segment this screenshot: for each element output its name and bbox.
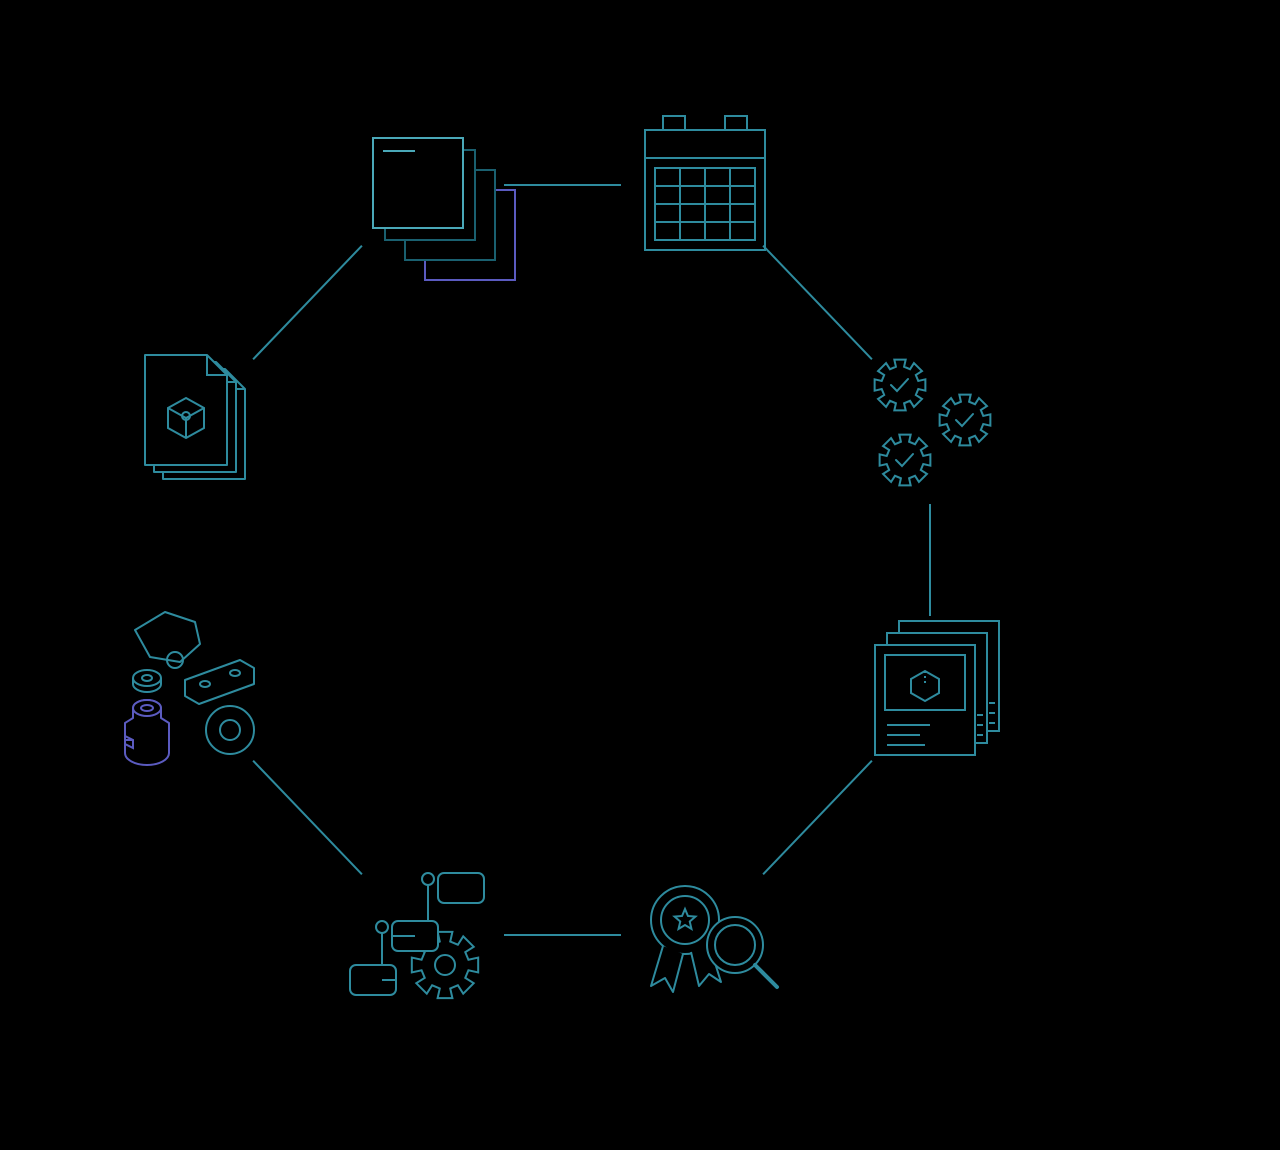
print-stack-icon [875,621,999,755]
diagram-background [0,0,1280,1150]
process-cycle-diagram [0,0,1280,1150]
cad-document-icon [145,355,245,479]
